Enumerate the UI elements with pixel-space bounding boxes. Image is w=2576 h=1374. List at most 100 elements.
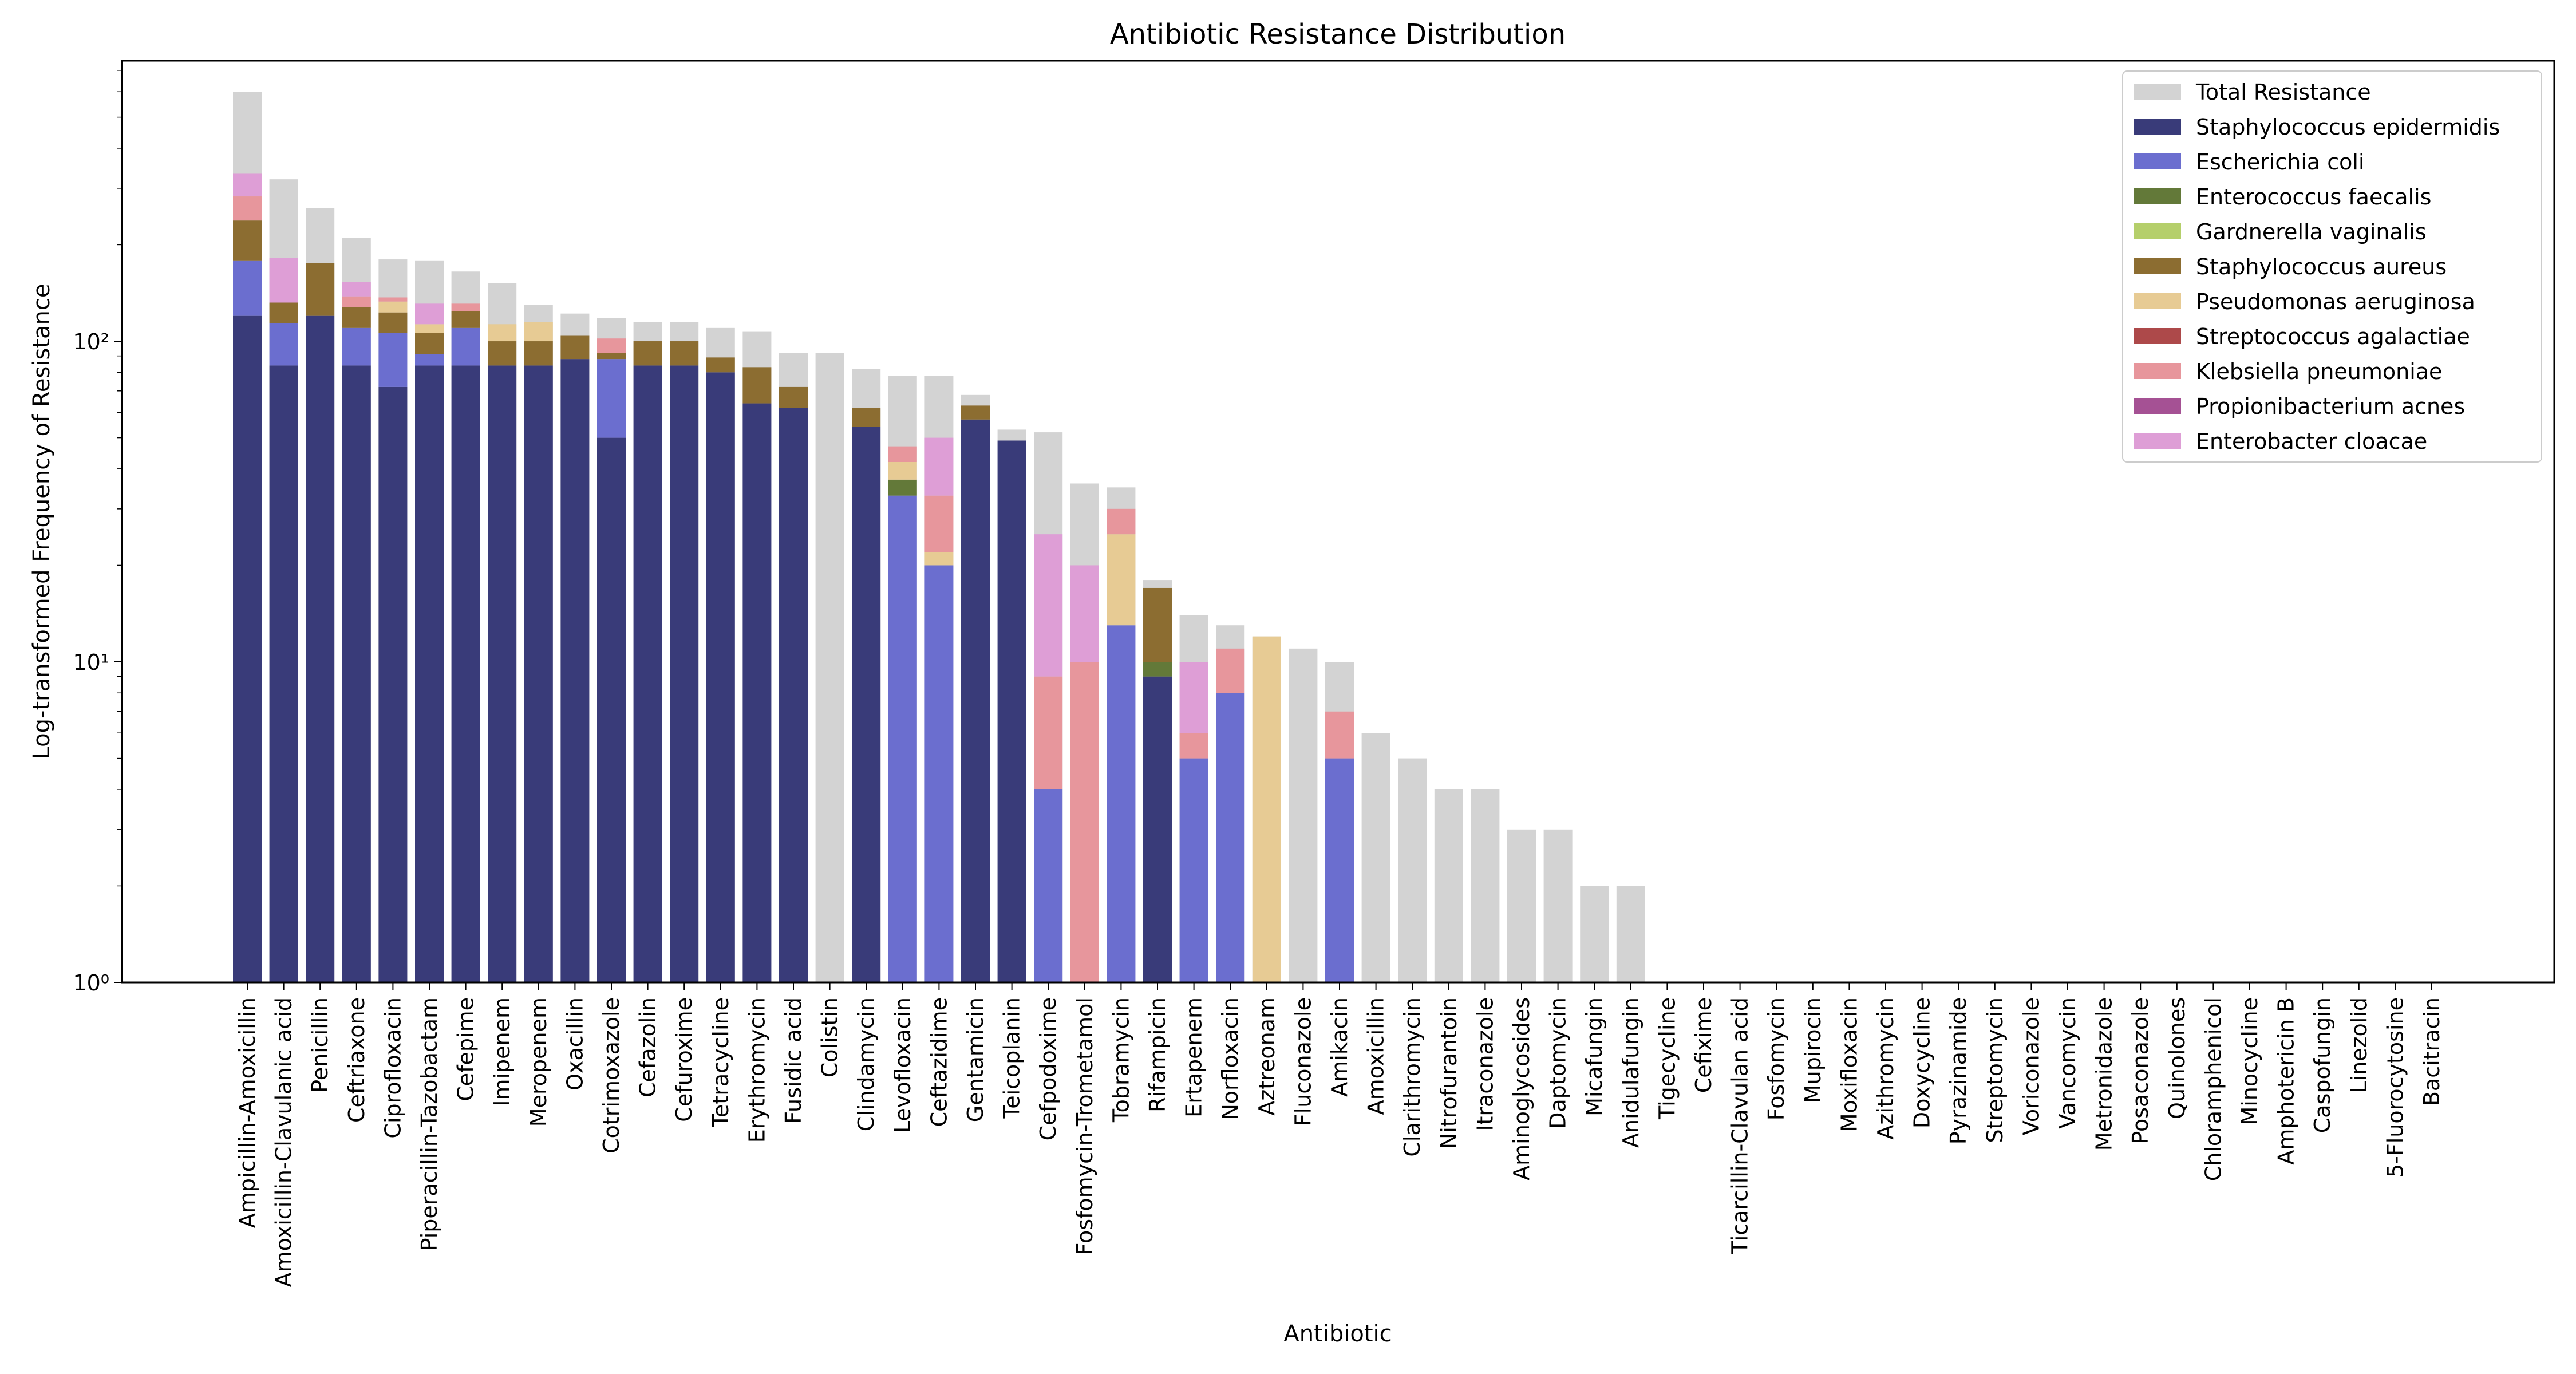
x-tick-label: Ampicillin-Amoxicillin <box>235 997 260 1228</box>
legend-label: Staphylococcus epidermidis <box>2196 114 2500 140</box>
x-tick-label: Piperacillin-Tazobactam <box>417 997 442 1251</box>
legend-label: Enterobacter cloacae <box>2196 429 2427 454</box>
x-tick-label: Micafungin <box>1582 997 1607 1116</box>
legend-label: Total Resistance <box>2195 80 2371 105</box>
bar-staphylococcus-epidermidis-piperacillin-tazobactam <box>415 365 444 983</box>
bar-escherichia-coli-cefpodoxime <box>1034 789 1063 982</box>
bar-staphylococcus-aureus-ceftriaxone <box>342 306 371 328</box>
bar-staphylococcus-aureus-cefuroxime <box>670 341 699 366</box>
bar-escherichia-coli-norfloxacin <box>1216 693 1245 982</box>
x-tick-label: Posaconazole <box>2128 997 2153 1144</box>
bar-pseudomonas-aeruginosa-aztreonam <box>1252 636 1281 982</box>
bar-enterobacter-cloacae-ceftazidime <box>924 437 954 496</box>
x-tick-label: Levofloxacin <box>890 997 915 1133</box>
x-tick-label: Cotrimoxazole <box>599 997 624 1154</box>
x-tick-label: Tetracycline <box>708 997 733 1128</box>
bar-staphylococcus-epidermidis-tetracycline <box>706 372 735 983</box>
legend-swatch-staphylococcus-epidermidis <box>2134 119 2181 135</box>
x-tick-label: Amphotericin B <box>2274 997 2299 1165</box>
x-tick-label: Amikacin <box>1327 997 1352 1097</box>
x-tick-label: Ertapenem <box>1182 997 1207 1118</box>
x-tick-label: Cefpodoxime <box>1036 997 1061 1140</box>
x-tick-label: Azithromycin <box>1873 997 1898 1140</box>
x-tick-label: Penicillin <box>307 997 333 1093</box>
bar-escherichia-coli-ceftazidime <box>924 565 954 982</box>
bar-total-daptomycin <box>1543 829 1573 982</box>
y-tick-label: 10⁰ <box>73 970 109 996</box>
bar-staphylococcus-epidermidis-penicillin <box>306 315 335 982</box>
bar-klebsiella-pneumoniae-tobramycin <box>1107 508 1136 535</box>
bar-staphylococcus-aureus-cotrimoxazole <box>597 353 626 360</box>
legend-label: Klebsiella pneumoniae <box>2196 359 2442 384</box>
x-tick-label: Ciprofloxacin <box>380 997 405 1139</box>
bar-total-anidulafungin <box>1616 886 1645 982</box>
bar-staphylococcus-aureus-cefazolin <box>633 341 662 366</box>
x-tick-label: Gentamicin <box>963 997 988 1122</box>
bar-staphylococcus-epidermidis-ceftriaxone <box>342 365 371 983</box>
bar-enterobacter-cloacae-ceftriaxone <box>342 282 371 297</box>
bar-escherichia-coli-ampicillin-amoxicillin <box>233 260 262 316</box>
bar-enterococcus-faecalis-levofloxacin <box>888 479 917 496</box>
bar-staphylococcus-epidermidis-ciprofloxacin <box>378 386 408 982</box>
x-axis: Ampicillin-Amoxicillin Amoxicillin-Clavul… <box>235 982 2444 1287</box>
bar-staphylococcus-epidermidis-amoxicillin-clavulanic-acid <box>269 365 298 983</box>
bar-staphylococcus-epidermidis-rifampicin <box>1143 676 1172 982</box>
bar-escherichia-coli-levofloxacin <box>888 495 917 982</box>
x-tick-label: Ceftriaxone <box>344 997 369 1123</box>
x-tick-label: Teicoplanin <box>999 997 1025 1119</box>
bar-total-micafungin <box>1580 886 1609 982</box>
bar-enterobacter-cloacae-ertapenem <box>1179 662 1208 733</box>
legend-swatch-gardnerella-vaginalis <box>2134 223 2181 239</box>
bar-enterobacter-cloacae-fosfomycin-trometamol <box>1070 565 1099 662</box>
x-tick-label: Cefepime <box>453 997 479 1101</box>
legend-label: Staphylococcus aureus <box>2196 254 2447 279</box>
x-tick-label: Cefixime <box>1691 997 1716 1093</box>
legend-label: Gardnerella vaginalis <box>2196 219 2427 244</box>
bar-escherichia-coli-tobramycin <box>1107 625 1136 982</box>
bar-staphylococcus-epidermidis-ampicillin-amoxicillin <box>233 315 262 982</box>
bar-staphylococcus-aureus-fusidic-acid <box>779 386 808 408</box>
x-tick-label: Erythromycin <box>744 997 769 1143</box>
bar-escherichia-coli-ciprofloxacin <box>378 333 408 387</box>
bar-staphylococcus-aureus-cefepime <box>451 311 480 328</box>
bar-staphylococcus-epidermidis-cotrimoxazole <box>597 437 626 982</box>
bar-staphylococcus-epidermidis-cefazolin <box>633 365 662 983</box>
legend: Total Resistance Staphylococcus epidermid… <box>2122 70 2542 463</box>
bar-klebsiella-pneumoniae-norfloxacin <box>1216 648 1245 693</box>
legend-swatch-staphylococcus-aureus <box>2134 258 2181 274</box>
legend-label: Pseudomonas aeruginosa <box>2196 289 2475 314</box>
bar-total-colistin <box>815 353 844 982</box>
bar-total-fluconazole <box>1289 648 1318 982</box>
bar-staphylococcus-aureus-gentamicin <box>961 405 990 420</box>
x-tick-label: Daptomycin <box>1546 997 1571 1129</box>
x-tick-label: Quinolones <box>2164 997 2190 1119</box>
x-tick-label: Voriconazole <box>2018 997 2044 1135</box>
bar-total-itraconazole <box>1471 789 1500 982</box>
x-tick-label: Clarithromycin <box>1400 997 1425 1157</box>
bar-pseudomonas-aeruginosa-meropenem <box>524 322 553 342</box>
bar-staphylococcus-aureus-oxacillin <box>560 335 590 360</box>
bar-staphylococcus-epidermidis-gentamicin <box>961 419 990 982</box>
bar-staphylococcus-aureus-penicillin <box>306 263 335 316</box>
bar-klebsiella-pneumoniae-levofloxacin <box>888 446 917 462</box>
bar-klebsiella-pneumoniae-ertapenem <box>1179 733 1208 759</box>
x-tick-label: Linezolid <box>2346 997 2372 1093</box>
x-tick-label: Fosfomycin <box>1764 997 1789 1120</box>
x-tick-label: Colistin <box>817 997 843 1077</box>
bar-staphylococcus-aureus-imipenem <box>488 341 517 366</box>
bar-staphylococcus-epidermidis-meropenem <box>524 365 553 983</box>
legend-label: Escherichia coli <box>2196 149 2365 175</box>
x-tick-label: Aztreonam <box>1254 997 1279 1116</box>
bar-pseudomonas-aeruginosa-levofloxacin <box>888 461 917 480</box>
x-tick-label: Tigecycline <box>1654 997 1680 1120</box>
x-tick-label: Chloramphenicol <box>2200 997 2226 1181</box>
x-tick-label: Minocycline <box>2237 997 2262 1126</box>
bar-staphylococcus-epidermidis-cefuroxime <box>670 365 699 983</box>
x-tick-label: Imipenem <box>489 997 515 1107</box>
x-tick-label: Nitrofurantoin <box>1436 997 1461 1149</box>
legend-label: Enterococcus faecalis <box>2196 184 2431 210</box>
bar-enterococcus-faecalis-rifampicin <box>1143 662 1172 677</box>
bar-klebsiella-pneumoniae-ampicillin-amoxicillin <box>233 196 262 221</box>
bar-staphylococcus-aureus-piperacillin-tazobactam <box>415 333 444 354</box>
x-tick-label: Mupirocin <box>1800 997 1826 1103</box>
